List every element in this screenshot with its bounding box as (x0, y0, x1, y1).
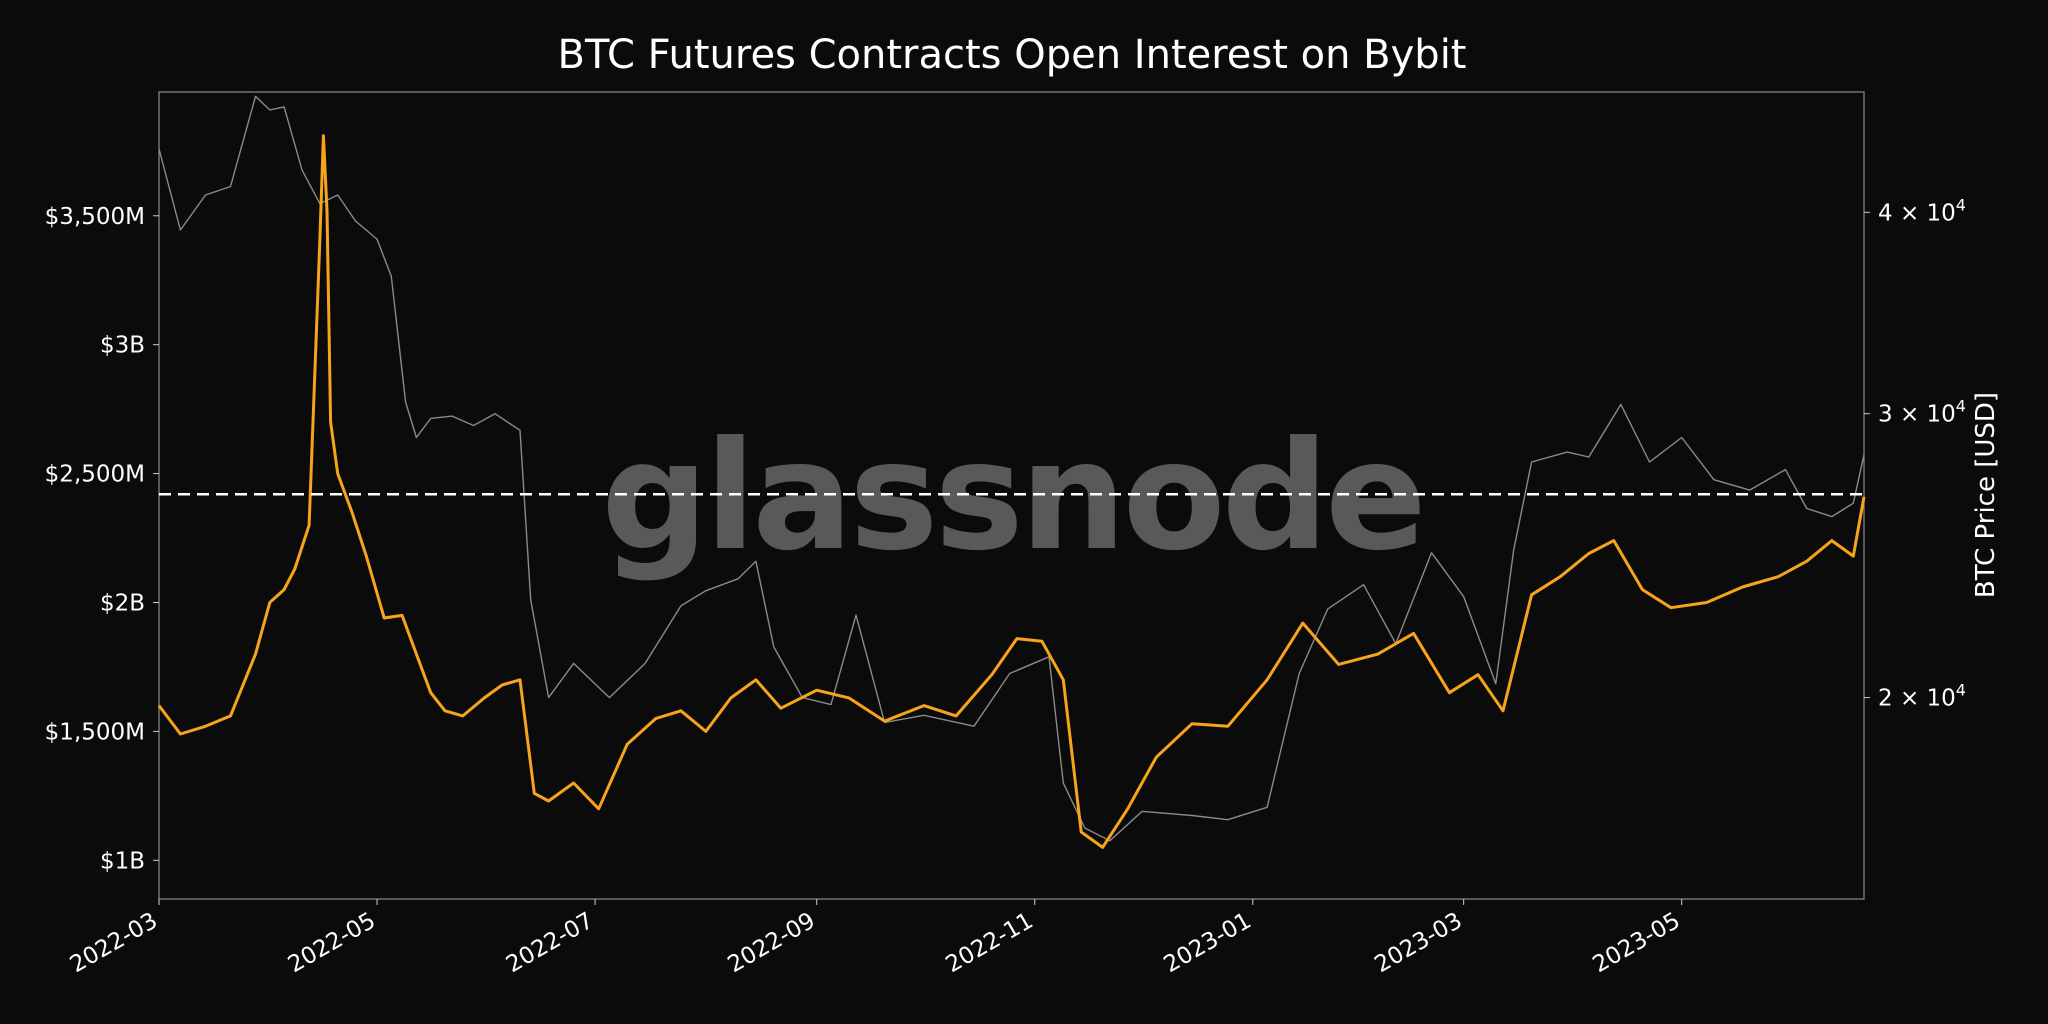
right-axis: 2 × 104 3 × 104 4 × 104 (1864, 195, 1966, 712)
chart-title: BTC Futures Contracts Open Interest on B… (558, 32, 1467, 78)
left-tick-label: $1,500M (45, 719, 145, 745)
right-tick-label: 2 × 104 (1878, 681, 1966, 712)
watermark: glassnode (601, 410, 1423, 584)
left-tick-label: $3,500M (45, 204, 145, 230)
right-tick-label: 4 × 104 (1878, 195, 1966, 226)
left-tick-label: $2B (100, 590, 145, 616)
left-tick-label: $3B (100, 333, 145, 359)
left-axis: $1B $1,500M $2B $2,500M $3B $3,500M (45, 204, 159, 874)
left-tick-label: $2,500M (45, 462, 145, 488)
open-interest-line (157, 134, 1866, 849)
left-tick-label: $1B (100, 848, 145, 874)
plot-area (157, 95, 1866, 849)
plot-frame (158, 91, 1865, 900)
btc-price-line (158, 95, 1865, 842)
right-axis-label: BTC Price [USD] (1971, 392, 2001, 598)
right-tick-label: 3 × 104 (1878, 397, 1966, 428)
